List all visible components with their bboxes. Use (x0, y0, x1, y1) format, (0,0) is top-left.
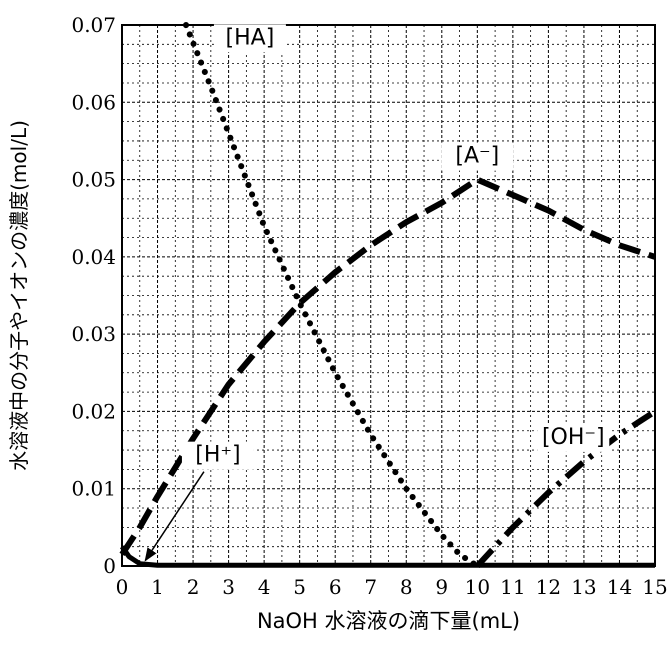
annotation-bg-a-minus (441, 142, 514, 171)
x-tick-label: 15 (642, 575, 667, 599)
x-tick-label: 13 (571, 575, 596, 599)
series-line-oh-minus (475, 408, 657, 569)
annotation-h-plus: [H⁺] (195, 443, 240, 468)
x-tick-label: 8 (400, 575, 413, 599)
x-tick-label: 4 (258, 575, 271, 599)
x-tick-label: 11 (500, 575, 525, 599)
x-tick-label: 0 (116, 575, 129, 599)
y-tick-label: 0.04 (71, 245, 116, 269)
annotation-arrow-h-plus (144, 471, 205, 562)
y-tick-label: 0.07 (71, 13, 116, 37)
major-gridlines (122, 25, 655, 566)
series-line-a-minus (119, 176, 656, 557)
annotation-bg-oh-minus (537, 423, 610, 452)
series-line-h-plus (119, 545, 655, 568)
minor-gridlines (122, 25, 655, 566)
annotation-a-minus: [A⁻] (455, 144, 499, 169)
y-tick-label: 0.03 (71, 322, 116, 346)
annotation-bg-ha (213, 24, 286, 53)
y-tick-label: 0.01 (71, 477, 116, 501)
y-tick-label: 0.06 (71, 90, 116, 114)
y-tick-label: 0.02 (71, 399, 116, 423)
x-tick-label: 10 (465, 575, 490, 599)
x-tick-label: 1 (151, 575, 164, 599)
series-layer (119, 22, 657, 569)
x-axis-label: NaOH 水溶液の滴下量(mL) (257, 609, 520, 633)
x-tick-label: 5 (293, 575, 306, 599)
annotation-ha: [HA] (226, 25, 275, 50)
x-tick-label: 14 (607, 575, 632, 599)
x-tick-label: 12 (536, 575, 561, 599)
series-line-ha (183, 22, 481, 569)
y-axis-label: 水溶液中の分子やイオンの濃度(mol/L) (7, 120, 31, 471)
x-tick-label: 7 (364, 575, 377, 599)
y-tick-labels: 0 0.01 0.02 0.03 0.04 0.05 0.06 0.07 (71, 13, 116, 578)
x-tick-label: 2 (187, 575, 200, 599)
x-tick-label: 6 (329, 575, 342, 599)
x-tick-labels: 0 1 2 3 4 5 6 7 8 9 10 11 12 13 14 15 (116, 575, 668, 599)
y-tick-label: 0 (103, 554, 116, 578)
y-tick-label: 0.05 (71, 168, 116, 192)
x-tick-label: 3 (222, 575, 235, 599)
annotation-bg-h-plus (181, 441, 254, 470)
annotation-layer: [HA] [A⁻] [OH⁻] [H⁺] (144, 24, 610, 562)
annotation-oh-minus: [OH⁻] (542, 425, 605, 450)
x-tick-label: 9 (435, 575, 448, 599)
